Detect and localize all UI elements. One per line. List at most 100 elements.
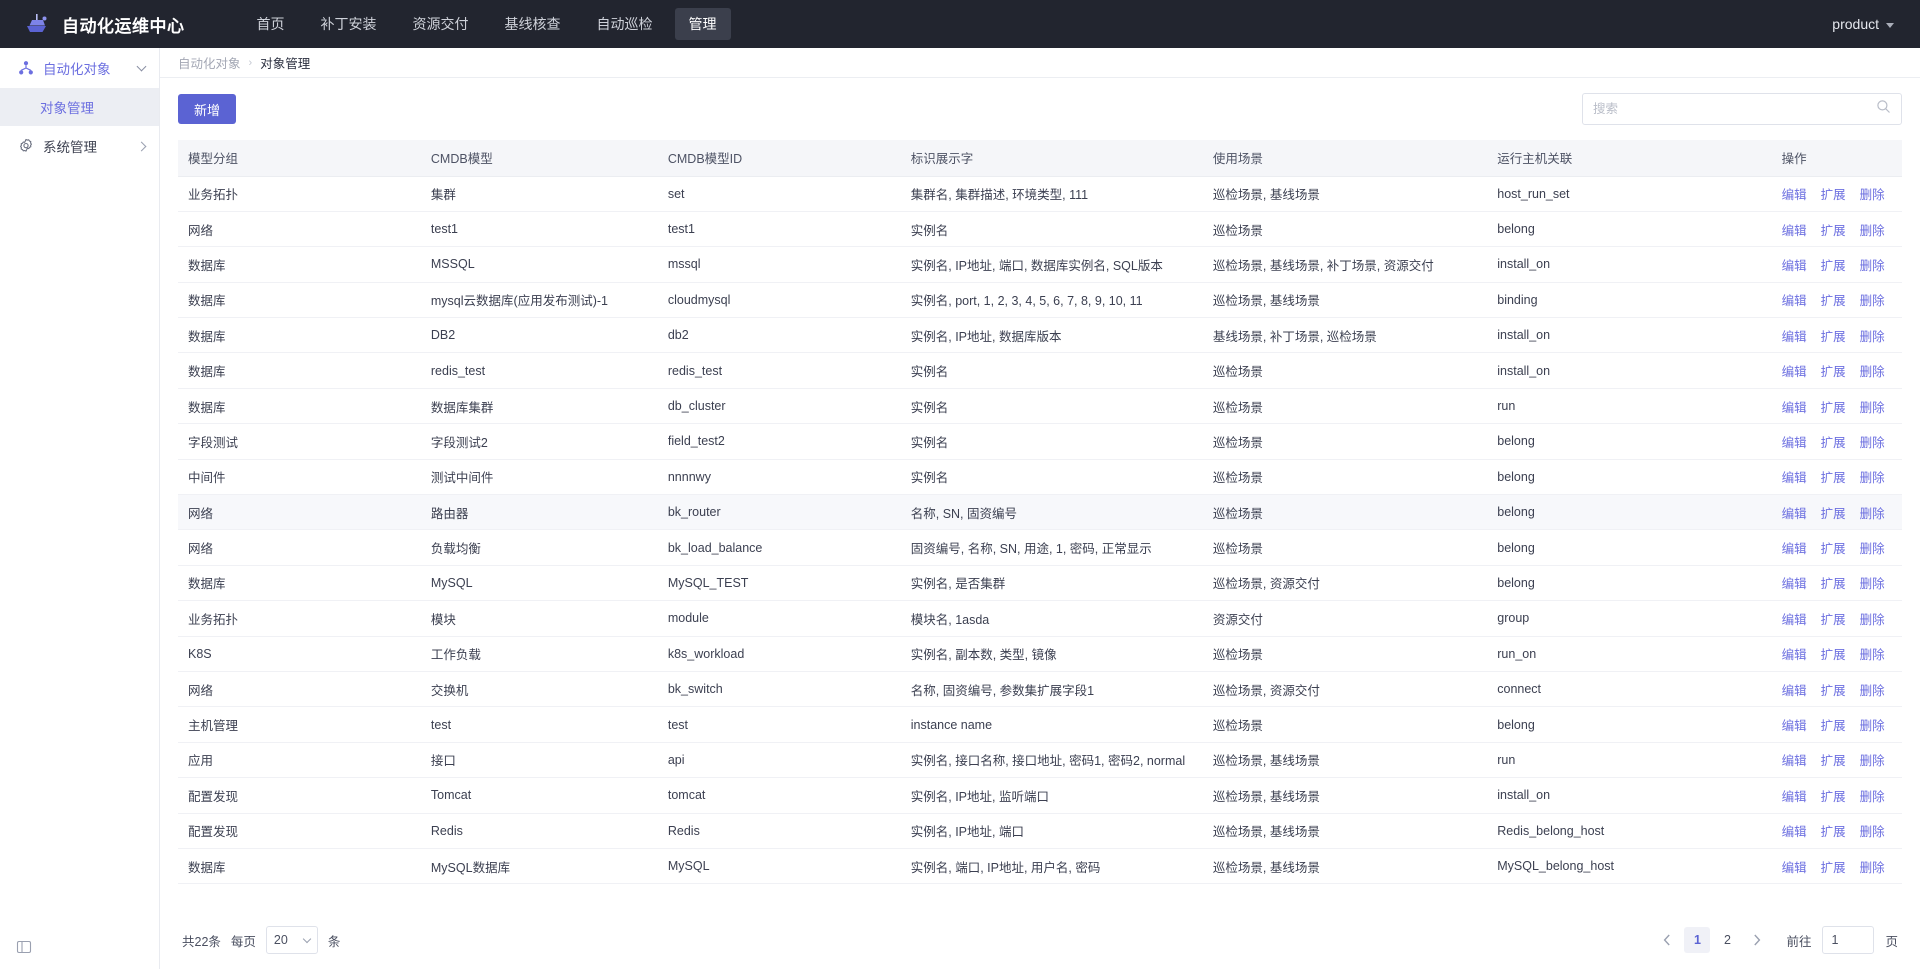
nav-item-inspect[interactable]: 自动巡检 <box>596 16 653 32</box>
table-row[interactable]: 中间件 测试中间件 nnnnwy 实例名 巡检场景 belong 编辑 扩展 删除 <box>178 459 1902 496</box>
table-row[interactable]: 字段测试 字段测试2 field_test2 实例名 巡检场景 belong 编辑 扩展 删除 <box>178 423 1902 460</box>
extend-link[interactable]: 扩展 <box>1820 542 1846 557</box>
search-box[interactable] <box>1582 93 1902 125</box>
edit-link[interactable]: 编辑 <box>1781 860 1807 875</box>
extend-link[interactable]: 扩展 <box>1820 506 1846 521</box>
extend-link[interactable]: 扩展 <box>1820 683 1846 698</box>
user-menu[interactable]: product <box>1832 0 1894 48</box>
table-row[interactable]: 数据库 DB2 db2 实例名, IP地址, 数据库版本 基线场景, 补丁场景, 巡检场… <box>178 317 1902 354</box>
extend-link[interactable]: 扩展 <box>1820 188 1846 203</box>
edit-link[interactable]: 编辑 <box>1781 612 1807 627</box>
table-row[interactable]: 网络 负载均衡 bk_load_balance 固资编号, 名称, SN, 用途, 1… <box>178 529 1902 566</box>
edit-link[interactable]: 编辑 <box>1781 400 1807 415</box>
prev-page-button[interactable] <box>1654 927 1680 953</box>
nav-item-home[interactable]: 首页 <box>256 16 285 32</box>
collapse-panel-icon[interactable] <box>14 937 34 957</box>
table-row[interactable]: 数据库 mysql云数据库(应用发布测试)-1 cloudmysql 实例名, por… <box>178 282 1902 319</box>
delete-link[interactable]: 删除 <box>1859 294 1885 309</box>
table-row[interactable]: 数据库 数据库集群 db_cluster 实例名 巡检场景 run 编辑 扩展 删除 <box>178 388 1902 425</box>
extend-link[interactable]: 扩展 <box>1820 365 1846 380</box>
edit-link[interactable]: 编辑 <box>1781 365 1807 380</box>
delete-link[interactable]: 删除 <box>1859 365 1885 380</box>
edit-link[interactable]: 编辑 <box>1781 825 1807 840</box>
table-row[interactable]: 数据库 MSSQL mssql 实例名, IP地址, 端口, 数据库实例名, SQL版… <box>178 246 1902 283</box>
search-icon[interactable] <box>1876 99 1891 119</box>
edit-link[interactable]: 编辑 <box>1781 789 1807 804</box>
edit-link[interactable]: 编辑 <box>1781 683 1807 698</box>
nav-item-baseline[interactable]: 基线核查 <box>504 16 561 32</box>
nav-item-resource[interactable]: 资源交付 <box>412 16 469 32</box>
delete-link[interactable]: 删除 <box>1859 223 1885 238</box>
table-row[interactable]: 数据库 MySQL数据库 MySQL 实例名, 端口, IP地址, 用户名, 密码 巡检… <box>178 848 1902 885</box>
table-row[interactable]: 主机管理 test test instance name 巡检场景 belong 编辑 扩展删… <box>178 706 1902 743</box>
sidebar-group-automation-objects[interactable]: 自动化对象 <box>0 48 159 88</box>
extend-link[interactable]: 扩展 <box>1820 719 1846 734</box>
delete-link[interactable]: 删除 <box>1859 612 1885 627</box>
delete-link[interactable]: 删除 <box>1859 683 1885 698</box>
table-row[interactable]: 网络 交换机 bk_switch 名称, 固资编号, 参数集扩展字段1 巡检场景, 资源… <box>178 671 1902 708</box>
table-row[interactable]: 网络 路由器 bk_router 名称, SN, 固资编号 巡检场景 belong 编辑 扩展… <box>178 494 1902 531</box>
edit-link[interactable]: 编辑 <box>1781 223 1807 238</box>
extend-link[interactable]: 扩展 <box>1820 860 1846 875</box>
edit-link[interactable]: 编辑 <box>1781 329 1807 344</box>
nav-item-patch[interactable]: 补丁安装 <box>320 16 377 32</box>
delete-link[interactable]: 删除 <box>1859 400 1885 415</box>
extend-link[interactable]: 扩展 <box>1820 435 1846 450</box>
delete-link[interactable]: 删除 <box>1859 471 1885 486</box>
table-row[interactable]: 业务拓扑 集群 set 集群名, 集群描述, 环境类型, 111 巡检场景, 基线场景 h… <box>178 176 1902 212</box>
nav-item-manage[interactable]: 管理 <box>674 8 731 40</box>
page-number-1[interactable]: 1 <box>1684 927 1711 953</box>
delete-link[interactable]: 删除 <box>1859 506 1885 521</box>
delete-link[interactable]: 删除 <box>1859 789 1885 804</box>
extend-link[interactable]: 扩展 <box>1820 258 1846 273</box>
table-row[interactable]: 业务拓扑 模块 module 模块名, 1asda 资源交付 group 编辑 扩展 删除 <box>178 600 1902 637</box>
table-row[interactable]: 应用 接口 api 实例名, 接口名称, 接口地址, 密码1, 密码2, normal… <box>178 742 1902 779</box>
edit-link[interactable]: 编辑 <box>1781 648 1807 663</box>
edit-link[interactable]: 编辑 <box>1781 435 1807 450</box>
edit-link[interactable]: 编辑 <box>1781 506 1807 521</box>
edit-link[interactable]: 编辑 <box>1781 294 1807 309</box>
goto-page-input[interactable] <box>1831 933 1866 947</box>
page-size-select[interactable]: 20 <box>265 926 318 954</box>
extend-link[interactable]: 扩展 <box>1820 223 1846 238</box>
sidebar-group-system-management[interactable]: 系统管理 <box>0 126 159 166</box>
extend-link[interactable]: 扩展 <box>1820 577 1846 592</box>
next-page-button[interactable] <box>1744 927 1770 953</box>
extend-link[interactable]: 扩展 <box>1820 294 1846 309</box>
table-row[interactable]: 配置发现 Redis Redis 实例名, IP地址, 端口 巡检场景, 基线场景 Red… <box>178 813 1902 849</box>
page-number-2[interactable]: 2 <box>1723 933 1731 947</box>
table-row[interactable]: 数据库 MySQL MySQL_TEST 实例名, 是否集群 巡检场景, 资源交付 bel… <box>178 565 1902 602</box>
delete-link[interactable]: 删除 <box>1859 577 1885 592</box>
extend-link[interactable]: 扩展 <box>1820 471 1846 486</box>
delete-link[interactable]: 删除 <box>1859 435 1885 450</box>
edit-link[interactable]: 编辑 <box>1781 719 1807 734</box>
edit-link[interactable]: 编辑 <box>1781 471 1807 486</box>
edit-link[interactable]: 编辑 <box>1781 542 1807 557</box>
extend-link[interactable]: 扩展 <box>1820 825 1846 840</box>
table-row[interactable]: K8S 工作负载 k8s_workload 实例名, 副本数, 类型, 镜像 巡检场景 r… <box>178 636 1902 672</box>
delete-link[interactable]: 删除 <box>1859 542 1885 557</box>
delete-link[interactable]: 删除 <box>1859 719 1885 734</box>
edit-link[interactable]: 编辑 <box>1781 258 1807 273</box>
table-row[interactable]: 配置发现 Tomcat tomcat 实例名, IP地址, 监听端口 巡检场景, 基线场… <box>178 777 1902 814</box>
delete-link[interactable]: 删除 <box>1859 258 1885 273</box>
goto-page-box[interactable] <box>1822 926 1875 954</box>
delete-link[interactable]: 删除 <box>1859 188 1885 203</box>
edit-link[interactable]: 编辑 <box>1781 754 1807 769</box>
delete-link[interactable]: 删除 <box>1859 754 1885 769</box>
extend-link[interactable]: 扩展 <box>1820 648 1846 663</box>
extend-link[interactable]: 扩展 <box>1820 400 1846 415</box>
delete-link[interactable]: 删除 <box>1859 860 1885 875</box>
delete-link[interactable]: 删除 <box>1859 648 1885 663</box>
delete-link[interactable]: 删除 <box>1859 825 1885 840</box>
extend-link[interactable]: 扩展 <box>1820 754 1846 769</box>
table-row[interactable]: 网络 test1 test1 实例名 巡检场景 belong 编辑 扩展 删除 <box>178 211 1902 248</box>
edit-link[interactable]: 编辑 <box>1781 188 1807 203</box>
extend-link[interactable]: 扩展 <box>1820 612 1846 627</box>
breadcrumb-parent[interactable]: 自动化对象 <box>178 57 241 71</box>
add-button[interactable]: 新增 <box>178 94 237 124</box>
search-input[interactable] <box>1593 102 1876 116</box>
table-row[interactable]: 数据库 redis_test redis_test 实例名 巡检场景 install_on… <box>178 352 1902 389</box>
sidebar-item-object-management[interactable]: 对象管理 <box>0 88 159 126</box>
brand[interactable]: 自动化运维中心 <box>0 11 185 37</box>
